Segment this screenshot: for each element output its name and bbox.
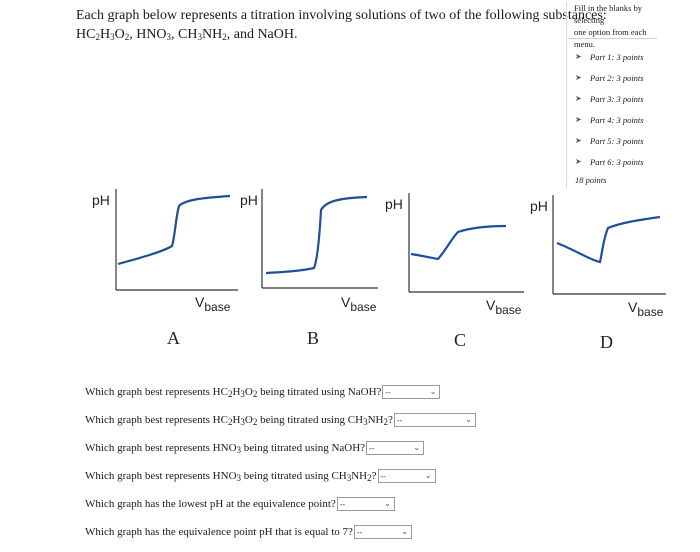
graph-d-letter: D xyxy=(600,332,613,352)
question-2-select[interactable]: -- ⌄ xyxy=(393,413,476,427)
chevron-down-icon: ⌄ xyxy=(465,415,472,424)
question-5: Which graph has the lowest pH at the equ… xyxy=(85,496,395,512)
graph-a-xlabel: Vbase xyxy=(195,294,231,314)
part-item-3[interactable]: ➤ Part 3: 3 points xyxy=(575,93,644,104)
graph-d: pH Vbase D xyxy=(530,195,666,352)
graph-b-xlabel: Vbase xyxy=(341,294,377,314)
graph-d-ylabel: pH xyxy=(530,198,548,214)
intro-line-1: Each graph below represents a titration … xyxy=(76,8,607,23)
chevron-down-icon: ⌄ xyxy=(401,527,408,536)
intro-text: Each graph below represents a titration … xyxy=(76,6,607,44)
question-4: Which graph best represents HNO3 being t… xyxy=(85,468,436,484)
points-icon: ➤ xyxy=(575,72,582,82)
graph-b-ylabel: pH xyxy=(240,192,258,208)
instruction-line-2: one option from each menu. xyxy=(574,27,647,49)
question-6-text: Which graph has the equivalence point pH… xyxy=(85,526,353,538)
question-4-select[interactable]: -- ⌄ xyxy=(377,469,436,483)
question-2-text: Which graph best represents HC2H3O2 bein… xyxy=(85,414,393,427)
question-3: Which graph best represents HNO3 being t… xyxy=(85,440,425,456)
question-1: Which graph best represents HC2H3O2 bein… xyxy=(85,384,441,400)
points-icon: ➤ xyxy=(575,135,582,145)
graph-c-curve xyxy=(410,224,507,261)
total-points: 18 points xyxy=(575,175,607,185)
chevron-down-icon: ⌄ xyxy=(413,443,421,452)
graph-d-curve xyxy=(556,215,661,264)
question-3-text: Which graph best represents HNO3 being t… xyxy=(85,442,366,455)
points-icon: ➤ xyxy=(575,114,582,124)
question-1-select[interactable]: -- ⌄ xyxy=(382,385,441,399)
graph-c-ylabel: pH xyxy=(385,196,403,212)
part-item-6[interactable]: ➤ Part 6: 3 points xyxy=(575,156,644,167)
part-item-5[interactable]: ➤ Part 5: 3 points xyxy=(575,135,644,146)
chevron-down-icon: ⌄ xyxy=(424,471,432,480)
question-3-select[interactable]: -- ⌄ xyxy=(366,441,425,455)
instruction-line-1: Fill in the blanks by selecting xyxy=(574,3,642,25)
intro-line-2: HC2H3O2, HNO3, CH3NH2, and NaOH. xyxy=(76,27,298,42)
graph-b-curve xyxy=(265,195,368,275)
graph-b-letter: B xyxy=(307,328,319,348)
sidebar-instruction: Fill in the blanks by selecting one opti… xyxy=(567,2,653,50)
points-icon: ➤ xyxy=(575,93,582,103)
question-5-text: Which graph has the lowest pH at the equ… xyxy=(85,498,336,510)
graph-a-curve xyxy=(117,194,231,266)
graph-b: pH Vbase B xyxy=(240,189,378,348)
graph-a-ylabel: pH xyxy=(92,192,110,208)
question-5-select[interactable]: -- ⌄ xyxy=(336,497,395,511)
parts-list: ➤ Part 1: 3 points ➤ Part 2: 3 points ➤ Par… xyxy=(575,46,644,172)
part-item-2[interactable]: ➤ Part 2: 3 points xyxy=(575,72,644,83)
graph-c-xlabel: Vbase xyxy=(486,297,522,317)
question-6-select[interactable]: -- ⌄ xyxy=(353,525,412,539)
points-icon: ➤ xyxy=(575,156,582,166)
part-item-4[interactable]: ➤ Part 4: 3 points xyxy=(575,114,644,125)
question-2: Which graph best represents HC2H3O2 bein… xyxy=(85,412,476,428)
points-icon: ➤ xyxy=(575,51,582,61)
question-1-text: Which graph best represents HC2H3O2 bein… xyxy=(85,386,382,399)
sidebar-divider xyxy=(569,38,657,39)
chevron-down-icon: ⌄ xyxy=(384,499,391,508)
points-sidebar: Fill in the blanks by selecting one opti… xyxy=(566,2,657,188)
graph-a-letter: A xyxy=(167,328,180,348)
question-6: Which graph has the equivalence point pH… xyxy=(85,524,412,540)
graph-a: pH Vbase A xyxy=(92,189,238,348)
question-4-text: Which graph best represents HNO3 being t… xyxy=(85,470,377,483)
graph-d-xlabel: Vbase xyxy=(628,299,664,319)
graph-c: pH Vbase C xyxy=(385,193,524,350)
part-item-1[interactable]: ➤ Part 1: 3 points xyxy=(575,51,644,62)
chevron-down-icon: ⌄ xyxy=(429,387,437,396)
graph-c-letter: C xyxy=(454,330,466,350)
